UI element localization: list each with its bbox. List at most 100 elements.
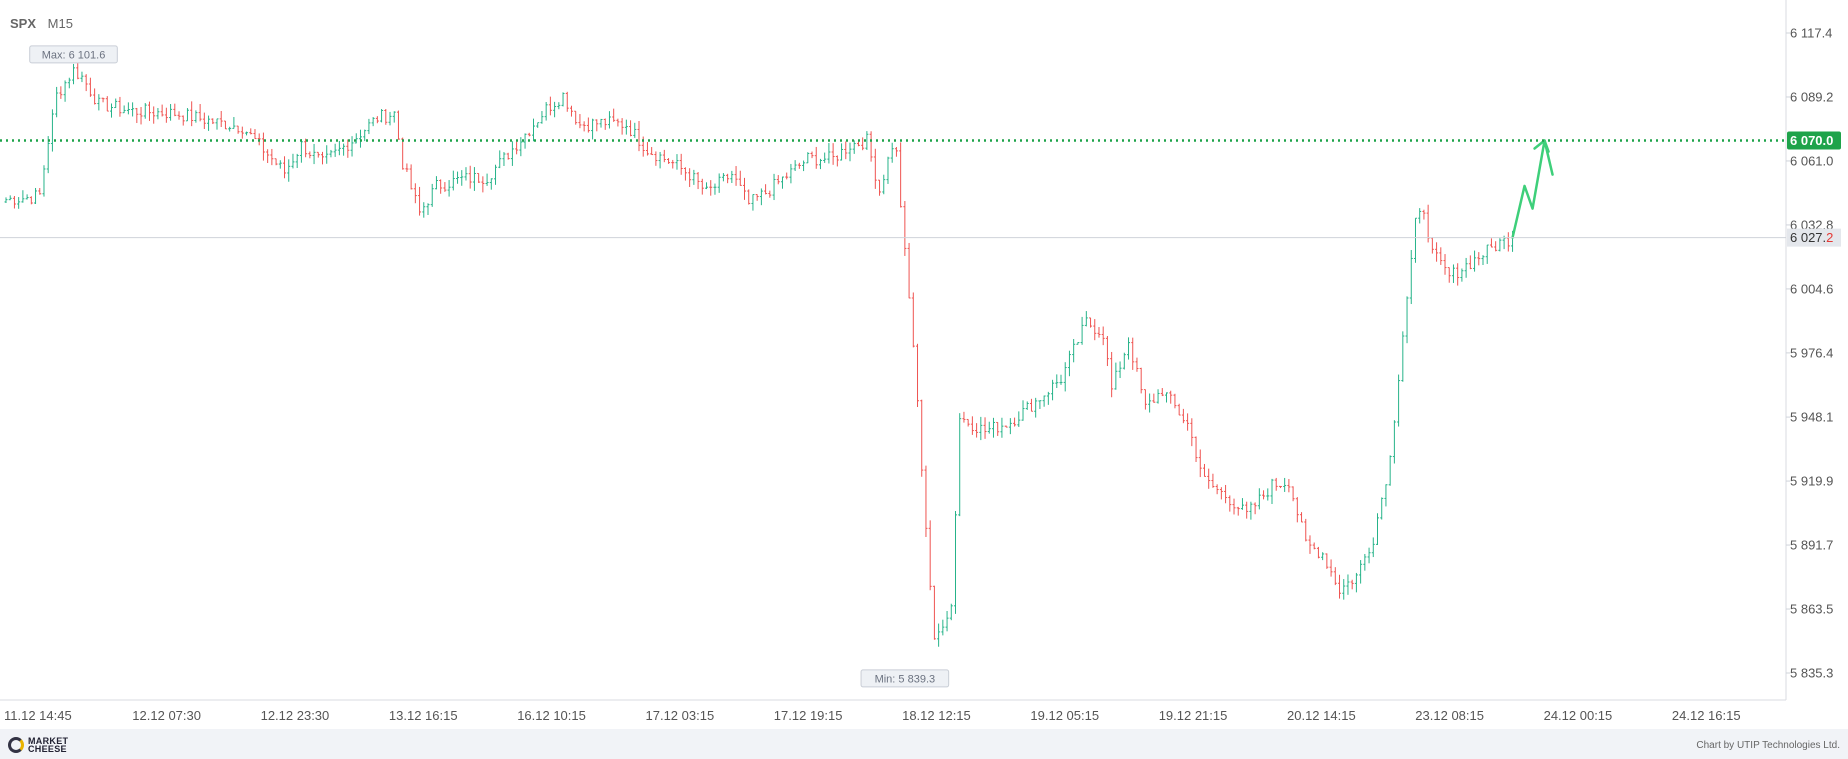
candle <box>1468 255 1472 270</box>
candle <box>1118 361 1122 379</box>
candle <box>607 111 611 129</box>
candle <box>1354 572 1358 593</box>
candle <box>810 151 814 159</box>
candle <box>278 160 282 169</box>
candle <box>1177 403 1181 416</box>
candle <box>776 175 780 185</box>
candle <box>886 156 890 184</box>
candle <box>645 142 649 156</box>
candle <box>1460 268 1464 282</box>
candle <box>375 116 379 124</box>
candle <box>291 153 295 169</box>
candle <box>899 142 903 208</box>
x-axis-group: 11.12 14:45 12.12 07:30 12.12 23:30 13.12 1… <box>4 708 1741 723</box>
candle <box>21 190 25 203</box>
candle <box>84 74 88 92</box>
candle <box>211 118 215 125</box>
candle <box>12 195 16 209</box>
brand-line-1: MARKET <box>28 736 69 746</box>
candle <box>1451 264 1455 283</box>
candle <box>527 132 531 137</box>
candle <box>751 194 755 211</box>
candle <box>928 520 932 591</box>
candle <box>202 112 206 130</box>
candle <box>502 152 506 166</box>
candle <box>1181 408 1185 424</box>
candle <box>1046 391 1050 405</box>
plot-area[interactable] <box>0 0 1786 700</box>
candle <box>629 120 633 137</box>
candle <box>996 421 1000 436</box>
x-tick-label: 16.12 10:15 <box>517 708 586 723</box>
candle <box>903 201 907 256</box>
candle <box>160 104 164 117</box>
candle <box>1051 379 1055 401</box>
candle <box>1139 367 1143 394</box>
max-marker: Max: 6 101.6 <box>29 45 118 64</box>
candle <box>1202 463 1206 477</box>
candle <box>831 143 835 165</box>
candle <box>1338 574 1342 599</box>
candle <box>249 128 253 135</box>
candle <box>485 173 489 186</box>
candle <box>705 182 709 190</box>
candle <box>430 183 434 207</box>
candle <box>207 115 211 131</box>
candle <box>295 153 299 169</box>
candle <box>1291 486 1295 502</box>
candle <box>772 173 776 201</box>
candle <box>422 202 426 218</box>
candle <box>1063 362 1067 392</box>
candle <box>1084 311 1088 327</box>
candle <box>1397 374 1401 427</box>
candle <box>1312 542 1316 550</box>
candle <box>966 418 970 427</box>
candle <box>367 118 371 135</box>
candle <box>1008 418 1012 435</box>
symbol-name: SPX <box>10 16 36 31</box>
price-chart[interactable]: 6 117.46 089.26 061.06 032.86 004.65 976… <box>0 0 1848 729</box>
candle <box>451 170 455 191</box>
candle <box>447 180 451 197</box>
candle <box>679 153 683 175</box>
candle <box>88 77 92 97</box>
current-price-badge: 6 027.2 <box>1787 228 1841 247</box>
x-tick-label: 11.12 14:45 <box>4 708 72 723</box>
candle <box>34 187 38 205</box>
candle <box>1093 319 1097 341</box>
candle <box>671 159 675 169</box>
candle <box>970 416 974 435</box>
candle <box>337 140 341 156</box>
candle <box>595 119 599 132</box>
candle <box>1439 247 1443 265</box>
candle <box>743 177 746 200</box>
x-tick-label: 17.12 19:15 <box>774 708 843 723</box>
candle <box>1266 488 1270 501</box>
candle <box>1409 249 1413 305</box>
candle <box>916 343 920 407</box>
candle <box>38 187 42 195</box>
candle <box>1477 252 1481 266</box>
y-tick-label: 6 117.4 <box>1790 26 1832 41</box>
candle <box>1262 490 1266 500</box>
y-tick-label: 6 089.2 <box>1790 89 1833 104</box>
x-tick-label: 17.12 03:15 <box>646 708 715 723</box>
candle <box>219 110 223 128</box>
candle <box>1165 392 1168 403</box>
candle <box>1506 232 1510 252</box>
candle <box>675 154 679 170</box>
candle <box>911 292 915 348</box>
candle <box>532 118 535 142</box>
candle <box>1367 547 1371 564</box>
candle <box>228 126 232 132</box>
candle <box>1498 238 1502 252</box>
candle <box>1308 535 1312 554</box>
candle <box>17 197 21 209</box>
candle <box>164 107 168 123</box>
candle <box>1401 331 1405 382</box>
candle <box>384 108 388 125</box>
candle <box>1055 374 1059 389</box>
x-tick-label: 12.12 07:30 <box>132 708 201 723</box>
candle <box>1152 393 1156 403</box>
candle <box>426 203 430 216</box>
